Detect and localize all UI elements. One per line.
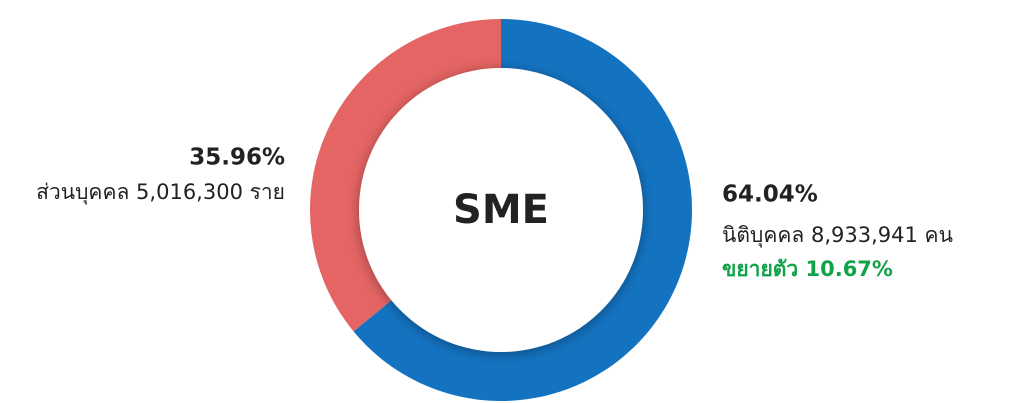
donut-hole <box>359 68 643 352</box>
slice <box>309 19 501 332</box>
category-label: ส่วนบุคคล 5,016,300 ราย <box>36 180 285 205</box>
annotation: ขยายตัว 10.67% <box>722 257 893 281</box>
slice <box>353 19 693 401</box>
center-label: SME <box>453 187 549 233</box>
category-label: นิติบุคคล 8,933,941 คน <box>722 223 953 248</box>
value-label: 64.04% <box>722 182 818 208</box>
value-label: 35.96% <box>189 145 285 171</box>
slices <box>309 19 693 401</box>
